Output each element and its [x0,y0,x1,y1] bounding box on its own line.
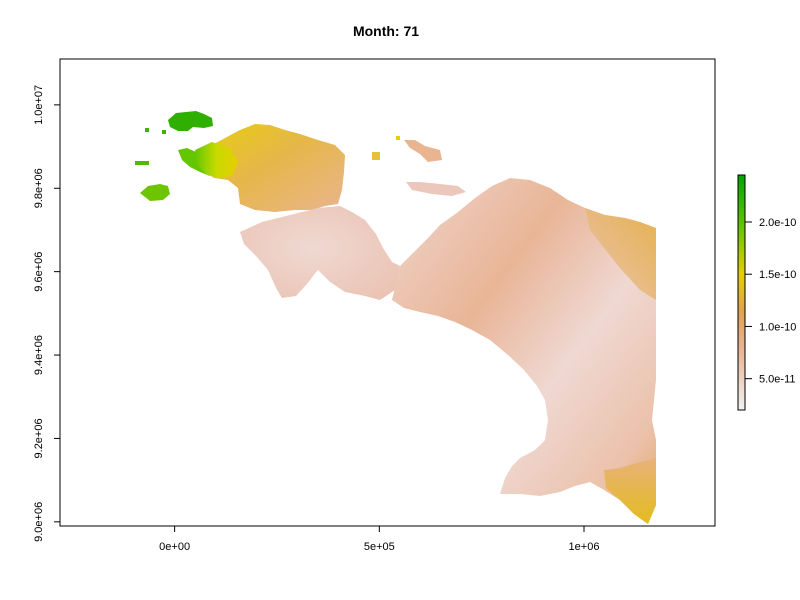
legend-tick-label: 2.0e-10 [759,217,796,229]
x-tick-label: 0e+00 [159,541,190,553]
y-tick-label: 9.2e+06 [33,418,45,458]
x-tick-label: 1e+06 [569,541,600,553]
region-northeast [585,208,656,300]
x-tick-label: 5e+05 [364,541,395,553]
region-south-tip [604,458,656,524]
region-birds-head-tip [195,142,238,178]
y-axis: 9.0e+06 9.2e+06 9.4e+06 9.6e+06 9.8e+06 1.0e+… [33,85,60,542]
legend-colorbar [737,174,746,411]
region-mainland [392,178,656,524]
island-dot [372,152,380,160]
region-birds-head [205,124,345,212]
legend-tick-label: 1.0e-10 [759,321,796,333]
plot-frame [59,58,716,527]
legend-ticks: 5.0e-11 1.0e-10 1.5e-10 2.0e-10 [745,217,796,386]
island-biak [404,140,442,162]
region-bomberai [240,206,400,300]
island-waigeo [168,111,213,131]
island-yapen [406,182,466,196]
color-legend: 5.0e-11 1.0e-10 1.5e-10 2.0e-10 [737,174,796,411]
x-axis: 0e+00 5e+05 1e+06 [159,526,599,553]
y-tick-label: 9.6e+06 [33,252,45,292]
island-dot [162,130,166,134]
y-tick-label: 9.8e+06 [33,168,45,208]
y-tick-label: 9.4e+06 [33,335,45,375]
island-misool [140,184,170,201]
y-tick-label: 1.0e+07 [33,85,45,125]
raster-map [135,111,656,524]
legend-tick-label: 1.5e-10 [759,269,796,281]
plot-title: Month: 71 [353,23,419,39]
island-dot [145,128,149,132]
island-dot [396,136,400,140]
island-batanta [135,161,149,165]
legend-tick-label: 5.0e-11 [759,374,796,386]
y-tick-label: 9.0e+06 [33,502,45,542]
